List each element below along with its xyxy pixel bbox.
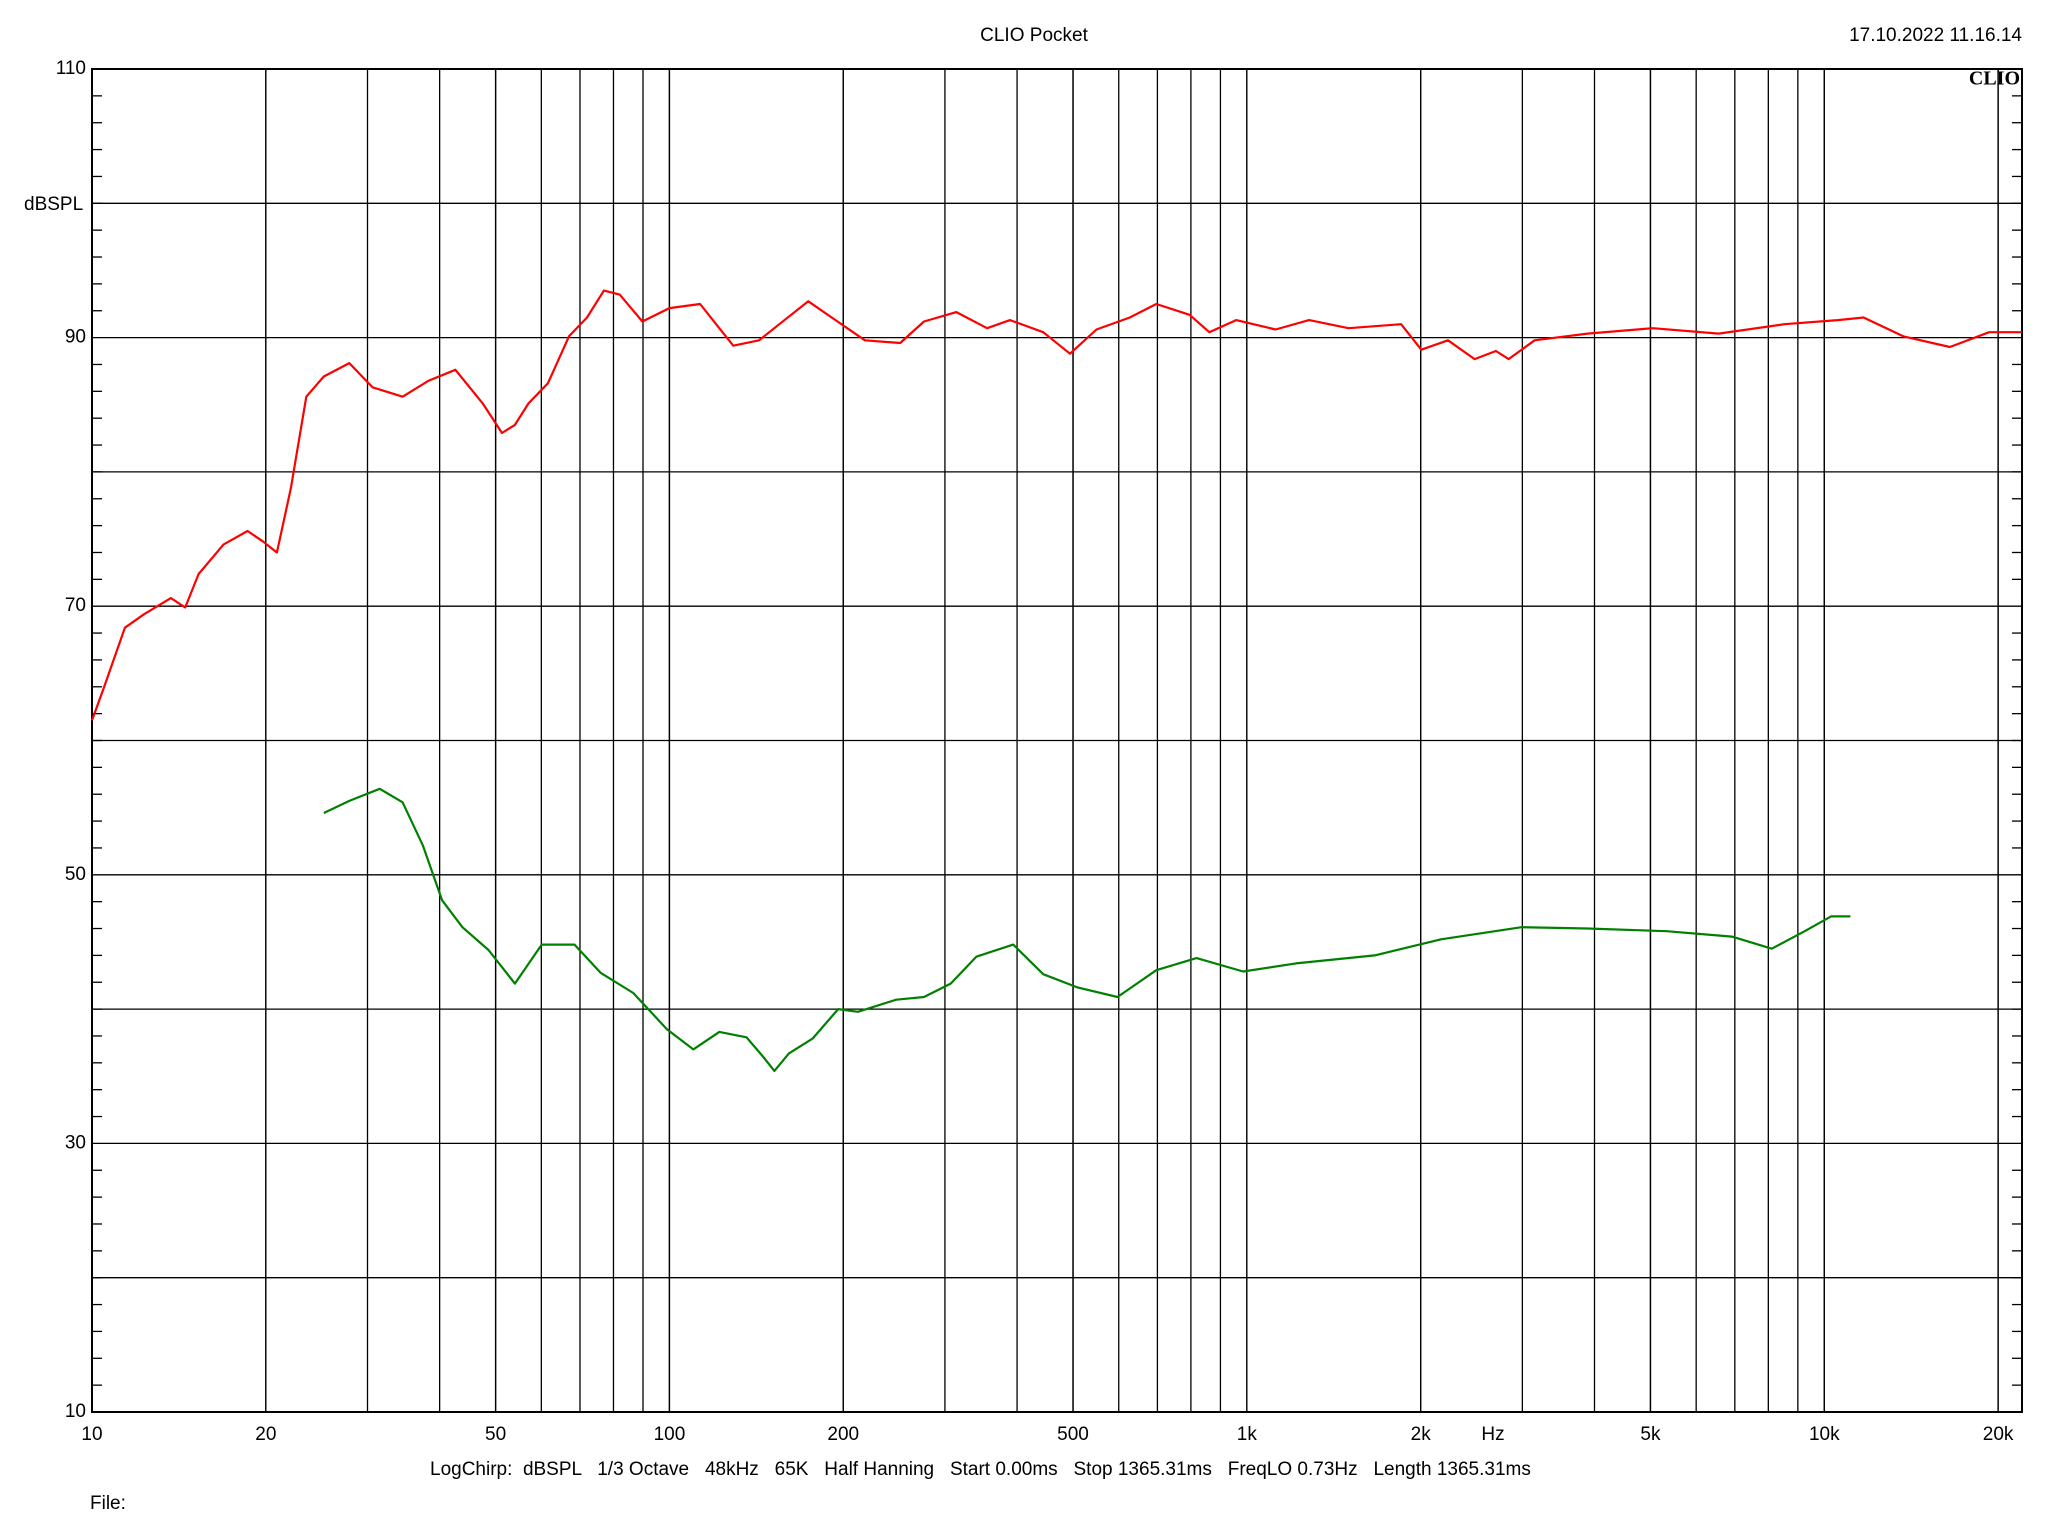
x-tick-label: 50: [485, 1424, 506, 1445]
x-tick-label: 20: [255, 1424, 276, 1445]
logo: CLIO: [1969, 68, 2020, 90]
data-line: [90, 289, 2022, 721]
y-tick-label: 110: [56, 58, 86, 79]
y-tick-label: 70: [65, 595, 86, 616]
plot-frame: [91, 68, 2023, 1413]
x-tick-label: 10k: [1809, 1424, 1840, 1445]
y-tick-label: 50: [65, 864, 86, 885]
y-tick-label: 30: [65, 1132, 86, 1153]
x-tick-label: 100: [654, 1424, 686, 1445]
timestamp: 17.10.2022 11.16.14: [1849, 25, 2022, 46]
y-axis-label: dBSPL: [24, 194, 83, 215]
x-axis-label: Hz: [1481, 1424, 1504, 1445]
data-line: [323, 787, 1851, 1073]
file-label: File:: [90, 1493, 126, 1514]
x-tick-label: 200: [827, 1424, 859, 1445]
x-tick-label: 500: [1057, 1424, 1089, 1445]
y-tick-label: 90: [65, 327, 86, 348]
x-tick-label: 1k: [1237, 1424, 1258, 1445]
x-tick-label: 5k: [1640, 1424, 1661, 1445]
x-tick-label: 2k: [1411, 1424, 1432, 1445]
x-tick-label: 10: [81, 1424, 102, 1445]
y-tick-label: 10: [65, 1401, 86, 1422]
x-tick-label: 20k: [1983, 1424, 2014, 1445]
chart-title: CLIO Pocket: [980, 25, 1088, 46]
settings-line: LogChirp: dBSPL 1/3 Octave 48kHz 65K Hal…: [430, 1459, 1531, 1480]
